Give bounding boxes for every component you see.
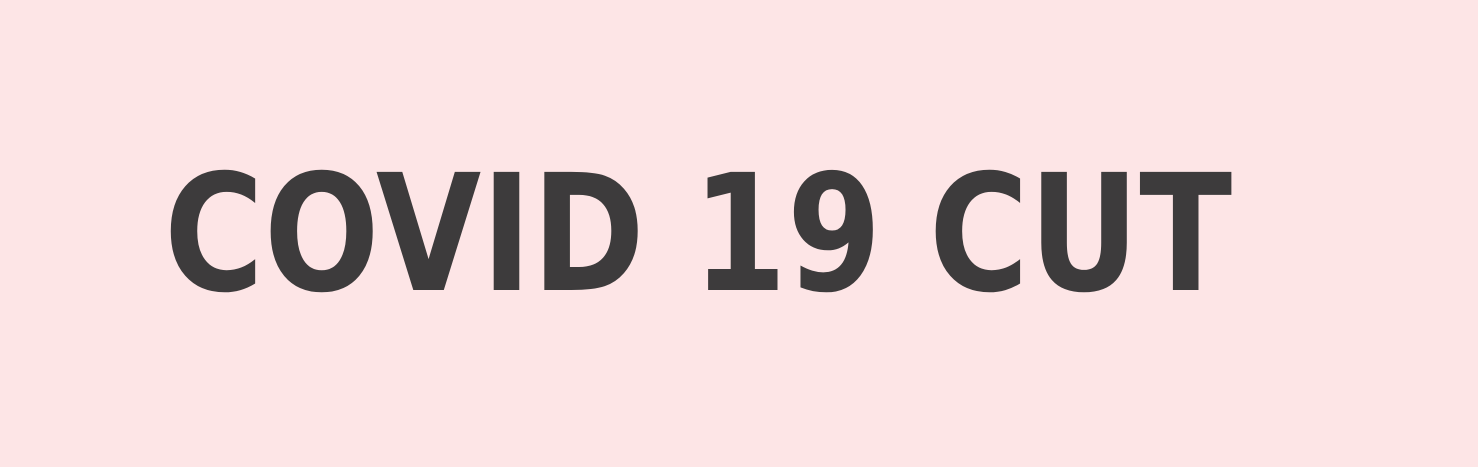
headline-text: COVID 19 CUT [164, 141, 1233, 329]
